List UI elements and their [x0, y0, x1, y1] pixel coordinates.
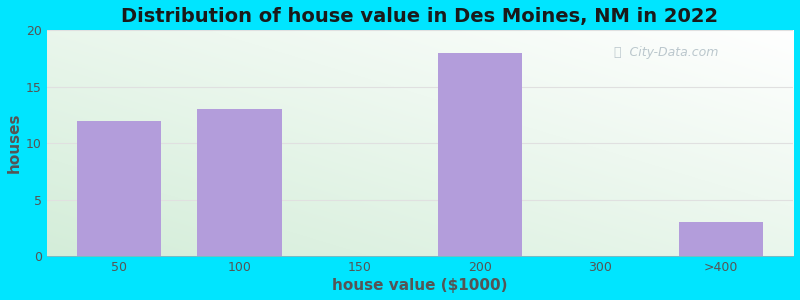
Bar: [678, 222, 763, 256]
Text: ⓘ  City-Data.com: ⓘ City-Data.com: [614, 46, 718, 59]
Bar: [198, 109, 282, 256]
Bar: [77, 121, 161, 256]
Title: Distribution of house value in Des Moines, NM in 2022: Distribution of house value in Des Moine…: [122, 7, 718, 26]
Y-axis label: houses: houses: [7, 113, 22, 173]
Bar: [438, 53, 522, 256]
X-axis label: house value ($1000): house value ($1000): [332, 278, 508, 293]
